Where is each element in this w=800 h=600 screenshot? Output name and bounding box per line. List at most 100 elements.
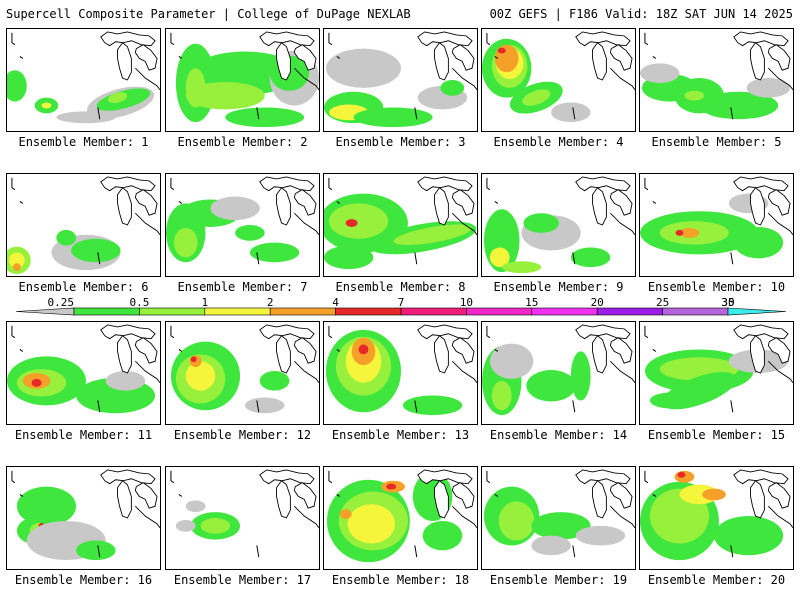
scp-contour [684,90,705,101]
scp-contour [71,238,121,263]
scp-contour [345,219,358,227]
ensemble-member-8: Ensemble Member: 8 [323,173,478,303]
great-lakes-outline [259,31,317,81]
great-lakes-outline [417,31,475,81]
coastline [768,67,793,91]
scp-contour [531,512,591,540]
scp-map-panel [165,173,320,277]
scp-map-panel [6,173,161,277]
map-lines [170,325,260,413]
colorbar-tick-label: 10 [460,296,473,309]
scp-contour [522,89,551,106]
scp-contour [501,261,542,274]
scp-contour [7,70,27,102]
great-lakes-outline [259,176,317,226]
colorbar-tick-label: 30 [721,296,734,309]
scp-contour [649,392,690,409]
scp-contour [347,504,396,544]
coastline [610,67,635,91]
ensemble-member-label: Ensemble Member: 16 [14,573,153,587]
colorbar-segment [15,307,75,316]
colorbar-segment [335,307,402,316]
scp-contour [570,351,591,401]
ensemble-member-13: Ensemble Member: 13 [323,321,478,451]
scp-contour [185,361,216,391]
map-lines [486,32,576,120]
map-lines [170,177,260,265]
scp-contour [733,226,784,259]
map-lines [328,32,418,120]
ensemble-member-2: Ensemble Member: 2 [165,28,320,158]
coastline [294,360,319,384]
scp-map-panel [639,173,794,277]
colorbar-segment [466,307,533,316]
great-lakes-outline [417,469,475,519]
scp-map-panel [165,466,320,570]
scp-contour [76,540,116,561]
scp-contour [225,107,305,128]
ensemble-member-label: Ensemble Member: 15 [647,428,786,442]
coastline [294,67,319,91]
colorbar-segment [531,307,598,316]
great-lakes-outline [100,469,158,519]
scp-contour [173,227,198,258]
colorbar-segment [662,307,729,316]
scp-contour [56,229,77,246]
ensemble-member-label: Ensemble Member: 2 [177,135,308,149]
ensemble-member-4: Ensemble Member: 4 [481,28,636,158]
map-lines [11,32,101,120]
ensemble-member-label: Ensemble Member: 19 [489,573,628,587]
scp-contour [353,107,433,128]
scp-contour [498,501,535,541]
ensemble-member-7: Ensemble Member: 7 [165,173,320,303]
great-lakes-outline [733,176,791,226]
scp-contour [105,371,146,391]
scp-contour [200,518,231,534]
map-lines [486,325,576,413]
ensemble-member-label: Ensemble Member: 13 [331,428,470,442]
scp-contour [702,488,726,501]
coastline [452,360,477,384]
scp-contour [185,81,265,110]
ensemble-member-label: Ensemble Member: 10 [647,280,786,294]
scp-contour [570,247,611,268]
scp-contour [640,63,680,83]
ensemble-member-3: Ensemble Member: 3 [323,28,478,158]
ensemble-member-17: Ensemble Member: 17 [165,466,320,596]
ensemble-member-label: Ensemble Member: 14 [489,428,628,442]
coastline [135,505,160,529]
scp-contour [175,519,196,532]
ensemble-member-20: Ensemble Member: 20 [639,466,794,596]
scp-contour [675,229,684,236]
scp-contour [497,47,506,54]
scp-map-panel [481,321,636,425]
ensemble-member-6: Ensemble Member: 6 [6,173,161,303]
ensemble-member-label: Ensemble Member: 3 [335,135,466,149]
scp-contour [235,225,265,241]
scp-contour [402,395,463,416]
colorbar-tick-label: 15 [525,296,538,309]
scp-contour [677,471,686,478]
scp-contour [244,397,285,414]
colorbar-tick-label: 0.25 [48,296,75,309]
great-lakes-outline [100,31,158,81]
ensemble-member-label: Ensemble Member: 7 [177,280,308,294]
scp-contour [185,68,206,108]
map-lines [170,470,260,558]
scp-contour [714,516,784,556]
scp-contour [489,247,510,268]
map-lines [328,177,418,265]
colorbar-tick-label: 0.5 [129,296,149,309]
scp-contour [8,252,25,269]
map-lines [170,32,260,120]
ensemble-member-label: Ensemble Member: 5 [651,135,782,149]
scp-contour [575,525,626,546]
scp-contour [185,500,206,513]
scp-map-panel [6,28,161,132]
coastline [452,505,477,529]
ensemble-member-label: Ensemble Member: 1 [18,135,149,149]
map-lines [328,470,418,558]
map-lines [644,470,734,558]
great-lakes-outline [100,176,158,226]
